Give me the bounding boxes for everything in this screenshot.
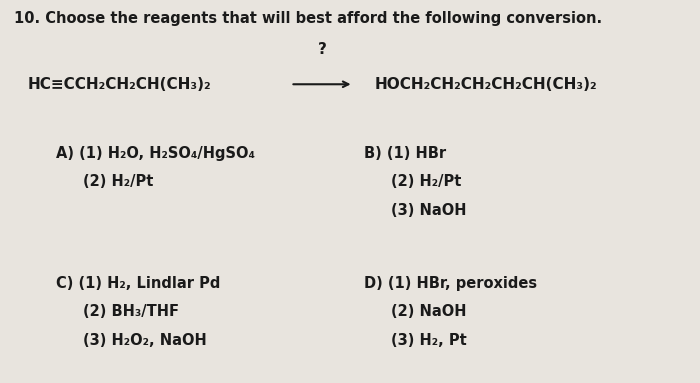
Text: (2) BH₃/THF: (2) BH₃/THF	[83, 304, 178, 319]
Text: A) (1) H₂O, H₂SO₄/HgSO₄: A) (1) H₂O, H₂SO₄/HgSO₄	[56, 146, 255, 160]
Text: ?: ?	[318, 42, 326, 57]
Text: (2) H₂/Pt: (2) H₂/Pt	[83, 174, 153, 189]
Text: B) (1) HBr: B) (1) HBr	[364, 146, 446, 160]
Text: (2) NaOH: (2) NaOH	[391, 304, 466, 319]
Text: HC≡CCH₂CH₂CH(CH₃)₂: HC≡CCH₂CH₂CH(CH₃)₂	[28, 77, 211, 92]
Text: D) (1) HBr, peroxides: D) (1) HBr, peroxides	[364, 276, 537, 291]
Text: C) (1) H₂, Lindlar Pd: C) (1) H₂, Lindlar Pd	[56, 276, 220, 291]
Text: (3) NaOH: (3) NaOH	[391, 203, 466, 218]
Text: (2) H₂/Pt: (2) H₂/Pt	[391, 174, 461, 189]
Text: HOCH₂CH₂CH₂CH₂CH(CH₃)₂: HOCH₂CH₂CH₂CH₂CH(CH₃)₂	[374, 77, 597, 92]
Text: 10. Choose the reagents that will best afford the following conversion.: 10. Choose the reagents that will best a…	[14, 11, 602, 26]
Text: (3) H₂, Pt: (3) H₂, Pt	[391, 333, 466, 348]
Text: (3) H₂O₂, NaOH: (3) H₂O₂, NaOH	[83, 333, 206, 348]
